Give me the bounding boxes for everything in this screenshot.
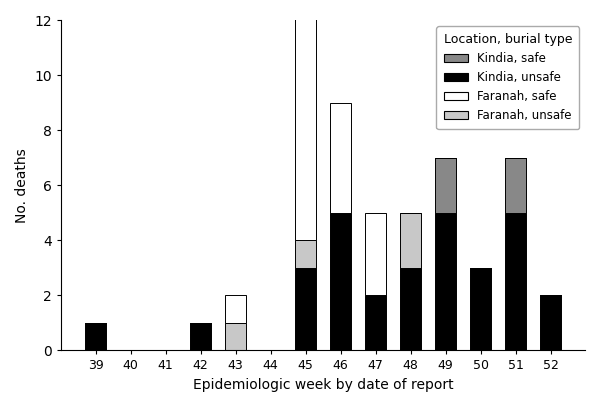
Bar <box>295 268 316 350</box>
Bar <box>330 213 351 350</box>
Y-axis label: No. deaths: No. deaths <box>15 148 29 223</box>
Bar <box>435 158 456 213</box>
Bar <box>470 268 491 350</box>
Legend: Kindia, safe, Kindia, unsafe, Faranah, safe, Faranah, unsafe: Kindia, safe, Kindia, unsafe, Faranah, s… <box>436 26 579 129</box>
Bar <box>295 0 316 241</box>
Bar <box>225 323 246 350</box>
Bar <box>365 213 386 295</box>
Bar <box>505 158 526 213</box>
Bar <box>540 295 561 350</box>
Bar <box>365 295 386 350</box>
Bar <box>225 295 246 323</box>
Bar <box>505 213 526 350</box>
Bar <box>295 241 316 268</box>
Bar <box>85 323 106 350</box>
Bar <box>330 103 351 213</box>
Bar <box>435 213 456 350</box>
Bar <box>400 268 421 350</box>
Bar <box>400 213 421 268</box>
Bar <box>190 323 211 350</box>
X-axis label: Epidemiologic week by date of report: Epidemiologic week by date of report <box>193 378 454 392</box>
